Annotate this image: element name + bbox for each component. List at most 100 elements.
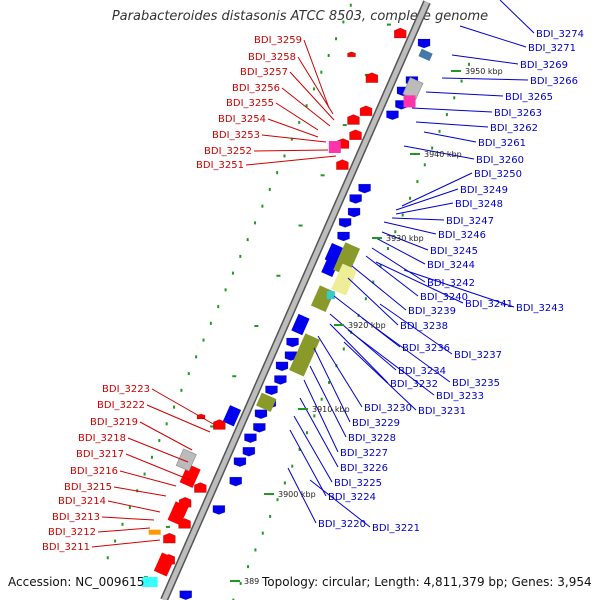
kbp-tick-label: 3900 kbp bbox=[278, 490, 316, 499]
other-gene-orange bbox=[148, 529, 161, 535]
tick-dot bbox=[173, 405, 176, 409]
tick-dot bbox=[335, 37, 338, 41]
tick-dot bbox=[364, 297, 367, 301]
forward-gene-label: BDI_3256 bbox=[232, 83, 280, 94]
tick-dot bbox=[143, 472, 146, 476]
reverse-gene-label: BDI_3238 bbox=[400, 321, 448, 332]
reverse-gene-label: BDI_3243 bbox=[516, 303, 564, 314]
other-gene-block bbox=[289, 333, 320, 377]
leader-line bbox=[403, 269, 515, 308]
tick-dot bbox=[438, 129, 441, 133]
reverse-gene-arrow bbox=[242, 446, 256, 457]
forward-gene-arrow bbox=[213, 419, 226, 430]
tick-dot bbox=[305, 104, 308, 108]
forward-gene-label: BDI_3218 bbox=[78, 433, 126, 444]
reverse-gene-label: BDI_3261 bbox=[478, 138, 526, 149]
forward-gene-block bbox=[167, 501, 189, 526]
leader-line bbox=[287, 467, 317, 524]
kbp-tick-label: 3920 kbp bbox=[348, 321, 386, 330]
map-title: Parabacteroides distasonis ATCC 8503, co… bbox=[111, 9, 489, 24]
kbp-tick-label: 3930 kbp bbox=[386, 234, 424, 243]
reverse-gene-arrow bbox=[265, 385, 278, 396]
reverse-gene-label: BDI_3235 bbox=[452, 378, 500, 389]
leader-line bbox=[91, 539, 161, 548]
leader-line bbox=[309, 479, 371, 528]
tick-dot bbox=[290, 137, 293, 141]
tick-dot bbox=[261, 204, 264, 208]
kbp-tick-label: 3910 kbp bbox=[312, 405, 350, 414]
tick-dot bbox=[202, 338, 205, 342]
reverse-gene-label: BDI_3271 bbox=[528, 43, 576, 54]
reverse-gene-label: BDI_3266 bbox=[530, 76, 578, 87]
tick-dot bbox=[453, 96, 456, 100]
leader-line bbox=[365, 255, 419, 297]
leader-line bbox=[313, 347, 351, 423]
backbone-inner bbox=[161, 0, 430, 600]
leader-line bbox=[451, 54, 519, 65]
leader-line bbox=[391, 217, 445, 221]
reverse-gene-label: BDI_3263 bbox=[494, 108, 542, 119]
tick-dot bbox=[247, 565, 250, 569]
forward-gene-arrow bbox=[359, 105, 373, 117]
reverse-gene-label: BDI_3221 bbox=[372, 523, 420, 534]
forward-gene-label: BDI_3254 bbox=[218, 114, 266, 125]
reverse-gene-arrow bbox=[253, 423, 266, 433]
forward-gene-label: BDI_3213 bbox=[52, 512, 100, 523]
reverse-gene-arrow bbox=[229, 476, 243, 487]
leader-line bbox=[309, 365, 347, 438]
tick-dot bbox=[409, 196, 412, 200]
reverse-gene-label: BDI_3240 bbox=[420, 292, 468, 303]
reverse-gene-label: BDI_3242 bbox=[427, 278, 475, 289]
tick-dot bbox=[401, 213, 404, 217]
tick-dot bbox=[150, 455, 153, 459]
tick-dot bbox=[217, 305, 220, 309]
tick-dot bbox=[114, 539, 117, 543]
tick-dash bbox=[165, 525, 170, 528]
forward-gene-arrow bbox=[347, 51, 356, 58]
tick-dot bbox=[121, 522, 124, 526]
leader-line bbox=[381, 231, 429, 251]
tick-dot bbox=[460, 79, 463, 83]
leader-line bbox=[425, 91, 504, 97]
tick-dot bbox=[239, 254, 242, 258]
leader-line bbox=[379, 303, 453, 355]
reverse-gene-label: BDI_3231 bbox=[418, 406, 466, 417]
tick-dot bbox=[423, 163, 426, 167]
forward-gene-label: BDI_3216 bbox=[70, 466, 118, 477]
tick-dot bbox=[232, 598, 235, 600]
forward-gene-label: BDI_3219 bbox=[90, 417, 138, 428]
leader-line bbox=[395, 202, 454, 215]
forward-gene-label: BDI_3255 bbox=[226, 98, 274, 109]
gene-features bbox=[141, 27, 433, 600]
forward-gene-label: BDI_3251 bbox=[196, 160, 244, 171]
leader-line bbox=[415, 121, 489, 128]
tick-dot bbox=[467, 62, 470, 66]
tick-dash bbox=[232, 375, 237, 378]
leader-line bbox=[97, 527, 151, 533]
tick-dot bbox=[291, 464, 294, 468]
tick-dot bbox=[224, 288, 227, 292]
reverse-gene-label: BDI_3244 bbox=[427, 260, 475, 271]
tick-dot bbox=[298, 447, 301, 451]
tick-dot bbox=[342, 20, 345, 24]
leader-line bbox=[261, 134, 327, 143]
reverse-gene-label: BDI_3233 bbox=[436, 391, 484, 402]
reverse-gene-arrow bbox=[244, 433, 257, 444]
reverse-gene-label: BDI_3269 bbox=[520, 60, 568, 71]
kbp-tick-label: 389 bbox=[244, 577, 259, 586]
leader-line bbox=[347, 329, 435, 396]
reverse-gene-arrow bbox=[338, 218, 352, 228]
tick-dash bbox=[320, 174, 325, 177]
tick-dot bbox=[195, 355, 198, 359]
leader-line bbox=[127, 437, 189, 463]
tick-dot bbox=[327, 53, 330, 57]
tick-dot bbox=[349, 3, 352, 7]
tick-dash bbox=[210, 425, 215, 428]
leader-line bbox=[375, 261, 464, 304]
forward-gene-block bbox=[153, 552, 175, 577]
leader-line bbox=[297, 56, 334, 115]
leader-line bbox=[119, 470, 177, 487]
forward-gene-label: BDI_3211 bbox=[42, 542, 90, 553]
leader-line bbox=[329, 313, 397, 371]
